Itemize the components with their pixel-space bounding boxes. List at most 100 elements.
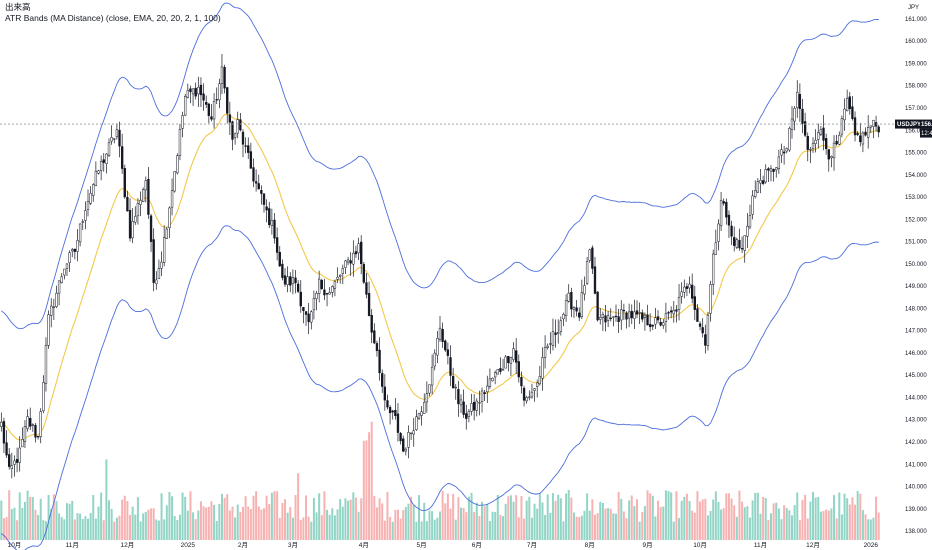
candle-up <box>105 153 108 164</box>
candle-down <box>29 418 32 427</box>
volume-bar <box>404 506 407 540</box>
price-tick-label[interactable]: 159.000 <box>905 61 927 67</box>
time-tick-label[interactable]: 4月 <box>359 541 369 549</box>
price-tick-label[interactable]: 146.000 <box>905 351 927 357</box>
price-tick-label[interactable]: 160.000 <box>905 39 927 45</box>
price-tick-label[interactable]: 140.000 <box>905 485 927 491</box>
time-tick-label[interactable]: 5月 <box>417 541 427 549</box>
candle-up <box>92 184 95 196</box>
volume-bar <box>720 509 723 540</box>
candle-up <box>47 314 50 346</box>
price-tick-label[interactable]: 143.000 <box>905 418 927 424</box>
price-tick-label[interactable]: 147.000 <box>905 329 927 335</box>
candle-up <box>417 413 421 420</box>
volume-bar <box>121 499 124 540</box>
volume-bar <box>596 513 599 540</box>
candle-down <box>698 323 702 327</box>
volume-bar <box>315 512 318 540</box>
candle-up <box>633 311 636 319</box>
candle-up <box>331 286 334 293</box>
price-tick-label[interactable]: 153.000 <box>905 195 927 201</box>
volume-bar <box>806 518 809 540</box>
volume-bar <box>365 440 368 540</box>
volume-bar <box>709 510 712 540</box>
time-tick-label[interactable]: 2025 <box>181 542 196 549</box>
candle-down <box>223 67 226 89</box>
price-tick-label[interactable]: 151.000 <box>905 240 927 246</box>
price-tick-label[interactable]: 138.000 <box>905 529 927 535</box>
candle-down <box>635 310 639 315</box>
time-tick-label[interactable]: 12月 <box>806 541 820 549</box>
price-tick-label[interactable]: 158.000 <box>905 84 927 90</box>
indicator-legend-label[interactable]: ATR Bands (MA Distance) (close, EMA, 20,… <box>5 13 221 23</box>
volume-bar <box>701 499 704 540</box>
candle-down <box>625 312 628 320</box>
time-tick-label[interactable]: 8月 <box>585 541 595 549</box>
time-tick-label[interactable]: 11月 <box>66 541 79 549</box>
time-tick-label[interactable]: 2月 <box>238 541 248 549</box>
time-tick-label[interactable]: 10月 <box>8 541 22 549</box>
time-tick-label[interactable]: 10月 <box>693 541 707 549</box>
volume-bar <box>762 497 765 540</box>
time-axis[interactable]: 10月 11月 12月 2025 2月 3月 4月 5月 6月 7月 8月 9月 10月 11月 12月 20… <box>8 541 879 549</box>
price-tick-label[interactable]: 150.000 <box>905 262 927 268</box>
time-tick-label[interactable]: 3月 <box>288 541 298 549</box>
price-tick-label[interactable]: 145.000 <box>905 373 927 379</box>
candle-up <box>583 285 586 295</box>
volume-bar <box>420 521 423 540</box>
candle-up <box>743 235 746 251</box>
price-tick-label[interactable]: 139.000 <box>905 507 927 513</box>
time-tick-label[interactable]: 7月 <box>527 541 537 549</box>
volume-bar <box>31 497 34 540</box>
time-tick-label[interactable]: 2026 <box>864 542 879 549</box>
time-tick-label[interactable]: 12月 <box>121 541 135 549</box>
price-tick-label[interactable]: 141.000 <box>905 462 927 468</box>
time-tick-label[interactable]: 6月 <box>472 541 482 549</box>
candle-up <box>672 309 675 315</box>
candle-down <box>782 151 786 154</box>
volume-bar <box>423 502 426 540</box>
candle-down <box>128 210 132 239</box>
price-tick-label[interactable]: 144.000 <box>905 395 927 401</box>
price-tick-label[interactable]: 152.000 <box>905 217 927 223</box>
volume-bar <box>683 496 686 540</box>
price-axis[interactable]: 161.000 160.000 159.000 158.000 157.000 156.0… <box>905 17 927 535</box>
candle-down <box>215 99 218 101</box>
candle-down <box>383 386 387 401</box>
candle-up <box>764 169 767 183</box>
candle-down <box>296 283 300 292</box>
time-tick-label[interactable]: 11月 <box>754 541 767 549</box>
candle-down <box>294 277 297 284</box>
candle-up <box>528 396 531 399</box>
volume-bar <box>449 508 452 540</box>
volume-legend-label[interactable]: 出来高 <box>5 2 31 12</box>
candle-up <box>57 280 61 294</box>
candle-down <box>685 286 689 289</box>
volume-bar <box>612 513 615 540</box>
candle-up <box>13 460 16 465</box>
volume-bar <box>825 509 828 540</box>
candle-up <box>160 261 163 269</box>
candle-down <box>399 433 402 442</box>
price-tick-label[interactable]: 148.000 <box>905 306 927 312</box>
volume-bar <box>270 492 273 540</box>
candle-up <box>475 400 478 411</box>
price-tick-label[interactable]: 161.000 <box>905 17 927 23</box>
price-tick-label[interactable]: 155.000 <box>905 151 927 157</box>
volume-bar <box>139 521 142 540</box>
candle-down <box>693 296 696 310</box>
price-tick-label[interactable]: 156.000 <box>905 128 927 134</box>
price-tick-label[interactable]: 157.000 <box>905 106 927 112</box>
volume-bar <box>696 491 699 540</box>
candle-up <box>748 215 752 228</box>
price-tick-label[interactable]: 154.000 <box>905 173 927 179</box>
volume-bar <box>370 421 373 540</box>
candle-down <box>507 356 510 364</box>
price-tick-label[interactable]: 142.000 <box>905 440 927 446</box>
price-tick-label[interactable]: 149.000 <box>905 284 927 290</box>
volume-bar <box>383 520 386 540</box>
candle-up <box>599 317 602 320</box>
volume-bar <box>630 495 633 540</box>
time-tick-label[interactable]: 9月 <box>642 541 652 549</box>
